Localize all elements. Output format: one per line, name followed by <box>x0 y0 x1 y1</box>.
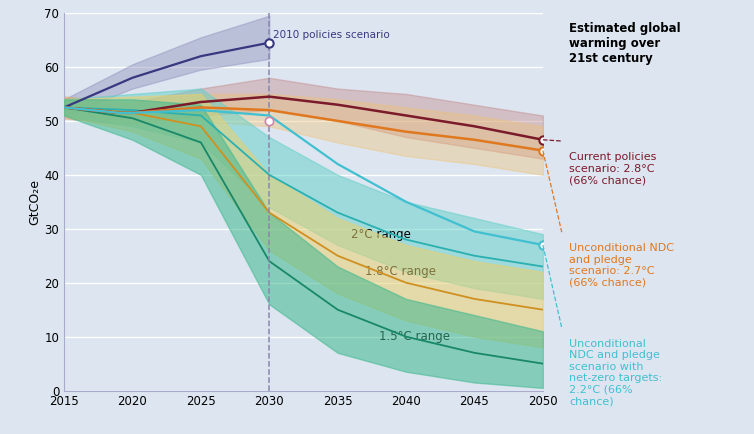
Text: 1.5°C range: 1.5°C range <box>379 330 449 343</box>
Y-axis label: GtCO₂e: GtCO₂e <box>29 179 41 225</box>
Text: 2010 policies scenario: 2010 policies scenario <box>274 30 390 40</box>
Text: 2°C range: 2°C range <box>351 228 411 241</box>
Text: Estimated global
warming over
21st century: Estimated global warming over 21st centu… <box>569 22 681 65</box>
Text: 1.8°C range: 1.8°C range <box>365 266 436 279</box>
Text: Unconditional NDC
and pledge
scenario: 2.7°C
(66% chance): Unconditional NDC and pledge scenario: 2… <box>569 243 674 288</box>
Text: Unconditional
NDC and pledge
scenario with
net-zero targets:
2.2°C (66%
chance): Unconditional NDC and pledge scenario wi… <box>569 339 663 407</box>
Text: Current policies
scenario: 2.8°C
(66% chance): Current policies scenario: 2.8°C (66% ch… <box>569 152 657 185</box>
